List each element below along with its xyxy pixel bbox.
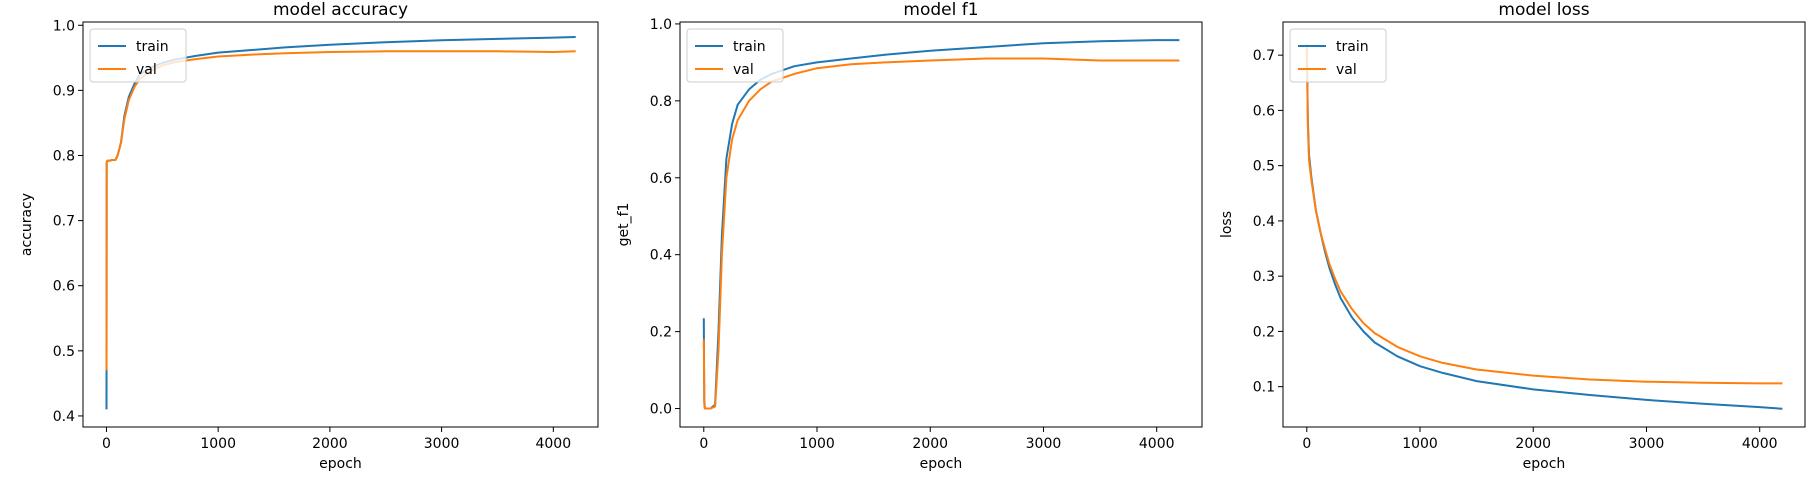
y-axis-label: accuracy — [19, 193, 35, 256]
legend-label-val: val — [1336, 62, 1357, 78]
y-tick-label: 0.0 — [650, 402, 672, 418]
x-tick-label: 2000 — [312, 436, 348, 452]
x-tick-label: 4000 — [535, 436, 571, 452]
x-axis-label: epoch — [1523, 456, 1566, 472]
series-group — [105, 36, 576, 410]
x-tick-label: 3000 — [424, 436, 460, 452]
y-tick-label: 0.8 — [650, 94, 672, 110]
series-line-train — [105, 36, 576, 410]
y-tick-label: 0.6 — [1253, 103, 1275, 119]
y-tick-label: 0.4 — [650, 248, 672, 264]
y-tick-label: 0.7 — [53, 214, 75, 230]
series-line-train — [1305, 44, 1783, 410]
series-line-val — [702, 57, 1180, 410]
series-group — [702, 39, 1180, 410]
x-tick-label: 1000 — [799, 436, 835, 452]
y-tick-label: 0.9 — [53, 83, 75, 99]
y-tick-label: 0.6 — [650, 171, 672, 187]
series-line-val — [1305, 44, 1783, 385]
y-tick-label: 0.4 — [1253, 214, 1275, 230]
y-tick-label: 0.8 — [53, 148, 75, 164]
chart-panel-1: model f1 0 1000 2000 3000 4000 0.0 0.2 0.4 0.6 0.8… — [616, 0, 1203, 472]
x-tick-label: 2000 — [912, 436, 948, 452]
plot-frame — [679, 21, 1203, 428]
x-tick-label: 3000 — [1629, 436, 1665, 452]
y-tick-label: 0.2 — [1253, 324, 1275, 340]
legend: train val — [1289, 28, 1387, 83]
y-tick-label: 0.5 — [53, 344, 75, 360]
chart-panel-0: model accuracy 0 1000 2000 3000 4000 0.4 0.5 0.6… — [19, 0, 599, 472]
y-axis-label: loss — [1219, 211, 1235, 238]
y-tick-label: 0.7 — [1253, 48, 1275, 64]
legend-label-val: val — [136, 62, 157, 78]
legend-label-val: val — [733, 62, 754, 78]
series-line-val — [105, 50, 576, 371]
x-tick-label: 0 — [102, 436, 111, 452]
chart-title: model loss — [1498, 0, 1589, 20]
legend-label-train: train — [136, 39, 169, 55]
y-tick-label: 0.4 — [53, 409, 75, 425]
y-tick-label: 0.1 — [1253, 380, 1275, 396]
y-tick-label: 0.3 — [1253, 269, 1275, 285]
x-tick-label: 3000 — [1026, 436, 1062, 452]
y-tick-label: 0.2 — [650, 325, 672, 341]
chart-panel-2: model loss 0 1000 2000 3000 4000 0.1 0.2 0.3 0.4 0… — [1219, 0, 1806, 472]
y-tick-label: 0.6 — [53, 279, 75, 295]
legend: train val — [89, 28, 187, 83]
x-tick-label: 4000 — [1139, 436, 1175, 452]
y-axis-label: get_f1 — [616, 203, 632, 247]
y-tick-label: 1.0 — [650, 17, 672, 33]
x-axis-label: epoch — [319, 456, 362, 472]
y-tick-label: 1.0 — [53, 18, 75, 34]
plot-frame — [82, 21, 599, 428]
x-tick-label: 1000 — [200, 436, 236, 452]
chart-title: model accuracy — [273, 0, 408, 20]
series-group — [1305, 44, 1783, 410]
legend-label-train: train — [1336, 39, 1369, 55]
legend: train val — [686, 28, 784, 83]
x-tick-label: 0 — [1302, 436, 1311, 452]
x-tick-label: 2000 — [1515, 436, 1551, 452]
y-tick-label: 0.5 — [1253, 159, 1275, 175]
chart-title: model f1 — [903, 0, 978, 20]
series-line-train — [702, 39, 1180, 410]
x-axis-label: epoch — [920, 456, 963, 472]
x-tick-label: 4000 — [1742, 436, 1778, 452]
x-tick-label: 1000 — [1402, 436, 1438, 452]
legend-label-train: train — [733, 39, 766, 55]
plot-frame — [1282, 21, 1806, 428]
x-tick-label: 0 — [699, 436, 708, 452]
